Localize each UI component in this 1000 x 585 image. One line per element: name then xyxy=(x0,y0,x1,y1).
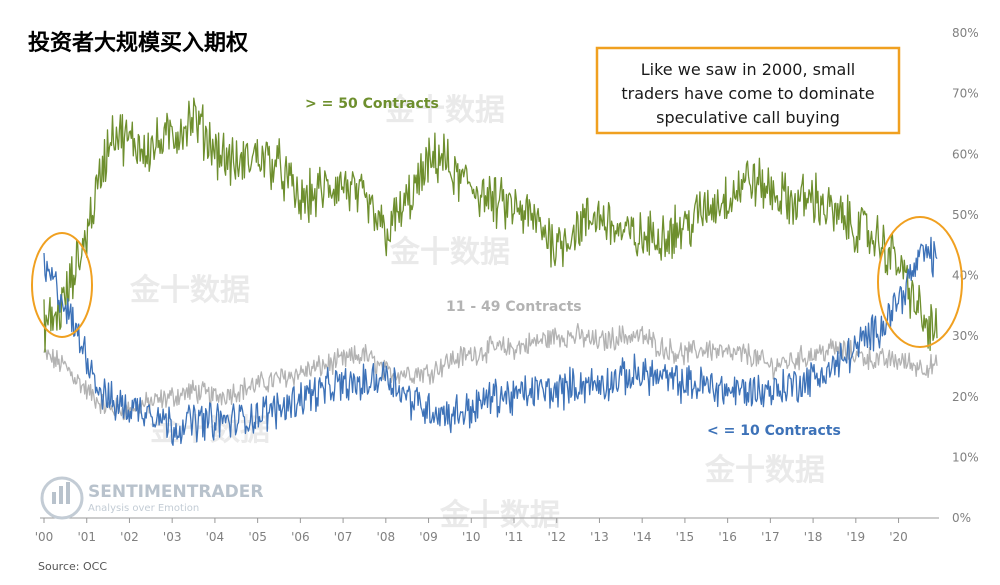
x-tick-label: '17 xyxy=(761,530,780,544)
x-tick-label: '09 xyxy=(419,530,438,544)
y-tick-label: 70% xyxy=(952,87,979,101)
highlight-ellipse-2020 xyxy=(877,216,963,348)
series-line-large-traders xyxy=(43,97,938,353)
annotation-line-1: Like we saw in 2000, small xyxy=(641,60,856,79)
x-tick-label: '18 xyxy=(804,530,823,544)
x-tick-label: '06 xyxy=(291,530,310,544)
x-tick-label: '16 xyxy=(718,530,737,544)
annotation-line-3: speculative call buying xyxy=(656,108,840,127)
y-tick-label: 80% xyxy=(952,26,979,40)
logo-icon xyxy=(40,476,84,520)
watermark-text: 金十数据 xyxy=(704,453,825,488)
sentimentrader-logo: SENTIMENTRADER Analysis over Emotion xyxy=(40,476,263,520)
watermark-text: 金十数据 xyxy=(439,498,560,533)
x-tick-label: '02 xyxy=(120,530,139,544)
source-note: Source: OCC xyxy=(38,560,107,573)
x-tick-label: '20 xyxy=(889,530,908,544)
x-tick-label: '05 xyxy=(248,530,267,544)
annotation-box: Like we saw in 2000, small traders have … xyxy=(595,46,901,135)
x-tick-label: '13 xyxy=(590,530,609,544)
x-axis: '00 '01 '02 '03 '04 '05 '06 '07 '08 '09 '10 '11 '12 '… xyxy=(35,517,939,544)
x-tick-label: '10 xyxy=(462,530,481,544)
x-tick-label: '04 xyxy=(206,530,225,544)
highlight-ellipse-2000 xyxy=(31,232,93,338)
series-label-medium: 11 - 49 Contracts xyxy=(446,299,582,315)
y-tick-label: 60% xyxy=(952,147,979,161)
chart-title: 投资者大规模买入期权 xyxy=(28,30,249,56)
series-line-small-traders xyxy=(43,236,938,446)
series-label-small: < = 10 Contracts xyxy=(707,423,841,439)
y-tick-label: 0% xyxy=(952,511,971,525)
watermark-text: 金十数据 xyxy=(129,273,250,308)
y-tick-label: 30% xyxy=(952,329,979,343)
watermark-text: 金十数据 xyxy=(384,93,505,128)
y-tick-label: 20% xyxy=(952,390,979,404)
x-tick-label: '01 xyxy=(77,530,96,544)
annotation-border xyxy=(595,46,901,135)
x-tick-label: '08 xyxy=(377,530,396,544)
logo-tagline: Analysis over Emotion xyxy=(88,503,199,514)
x-tick-label: '12 xyxy=(547,530,566,544)
x-tick-label: '19 xyxy=(847,530,866,544)
y-tick-label: 10% xyxy=(952,450,979,464)
plot-area xyxy=(43,97,938,446)
series-label-large: > = 50 Contracts xyxy=(305,96,439,112)
y-tick-label: 40% xyxy=(952,269,979,283)
x-tick-label: '03 xyxy=(163,530,182,544)
x-tick-label: '11 xyxy=(505,530,524,544)
logo-name: SENTIMENTRADER xyxy=(88,482,263,502)
y-tick-label: 50% xyxy=(952,208,979,222)
series-line-medium-traders xyxy=(43,322,938,421)
x-tick-label: '07 xyxy=(334,530,353,544)
x-tick-label: '00 xyxy=(35,530,54,544)
watermark-text: 金十数据 xyxy=(389,235,510,270)
y-axis: 0% 10% 20% 30% 40% 50% 60% 70% 80% xyxy=(952,26,979,525)
x-tick-label: '14 xyxy=(633,530,652,544)
x-tick-label: '15 xyxy=(676,530,695,544)
annotation-line-2: traders have come to dominate xyxy=(621,84,874,103)
